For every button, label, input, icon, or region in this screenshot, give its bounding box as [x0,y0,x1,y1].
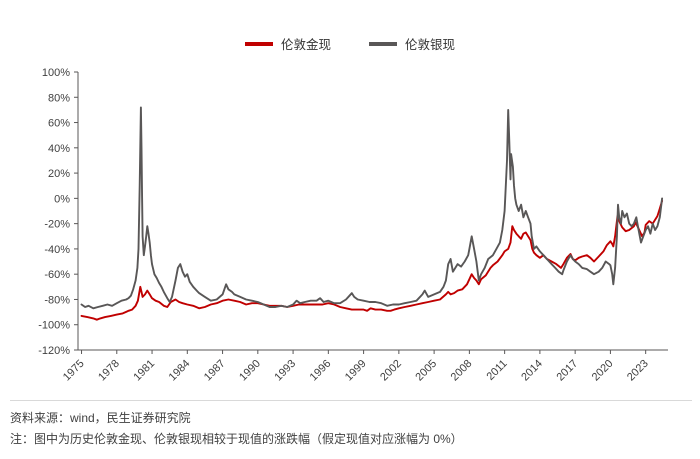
x-tick-label: 1975 [61,358,87,384]
x-tick-label: 1993 [272,358,298,384]
y-tick-label: 20% [48,168,70,180]
x-tick-label: 2020 [590,358,616,384]
y-tick-label: 40% [48,143,70,155]
silver-line-swatch-icon [369,41,397,46]
y-tick-label: -100% [38,320,70,332]
y-tick-label: -40% [44,244,70,256]
y-tick-label: -20% [44,219,70,231]
x-tick-label: 2017 [554,358,580,384]
x-tick-label: 1999 [343,358,369,384]
series-line-0 [80,199,664,321]
y-tick-label: -60% [44,269,70,281]
x-tick-label: 2023 [625,358,651,384]
line-chart: 100% 80% 60% 40% 20% 0% -20% -40% -60% -80% -100% -… [38,67,668,384]
x-tick-label: 1990 [237,358,263,384]
x-tick-label: 1984 [167,358,193,384]
x-tick-label: 2005 [413,358,439,384]
legend-item-silver: 伦敦银现 [369,34,455,53]
source-note: 资料来源：wind，民生证券研究院 [10,411,191,425]
chart-legend: 伦敦金现 伦敦银现 [0,34,700,53]
figure-footer: 资料来源：wind，民生证券研究院 注：图中为历史伦敦金现、伦敦银现相较于现值的… [10,400,692,450]
series-line-1 [80,106,664,310]
x-tick-label: 1987 [202,358,228,384]
legend-label-gold: 伦敦金现 [280,38,331,52]
x-tick-label: 1996 [308,358,334,384]
y-tick-label: -80% [44,294,70,306]
x-tick-label: 2014 [519,358,545,384]
y-tick-label: 80% [48,92,70,104]
chart-note: 注：图中为历史伦敦金现、伦敦银现相较于现值的涨跌幅（假定现值对应涨幅为 0%） [10,432,463,446]
y-tick-label: -120% [38,345,70,357]
y-tick-label: 100% [42,67,70,79]
x-tick-label: 2011 [485,358,510,383]
y-tick-label: 0% [54,193,70,205]
footer-divider [10,400,692,401]
x-tick-label: 2002 [378,358,404,384]
x-tick-label: 1978 [96,358,122,384]
legend-label-silver: 伦敦银现 [405,38,456,52]
y-tick-label: 60% [48,118,70,130]
x-tick-label: 1981 [131,358,157,384]
gold-line-swatch-icon [244,41,273,46]
legend-item-gold: 伦敦金现 [244,34,331,53]
x-tick-label: 2008 [449,358,475,384]
